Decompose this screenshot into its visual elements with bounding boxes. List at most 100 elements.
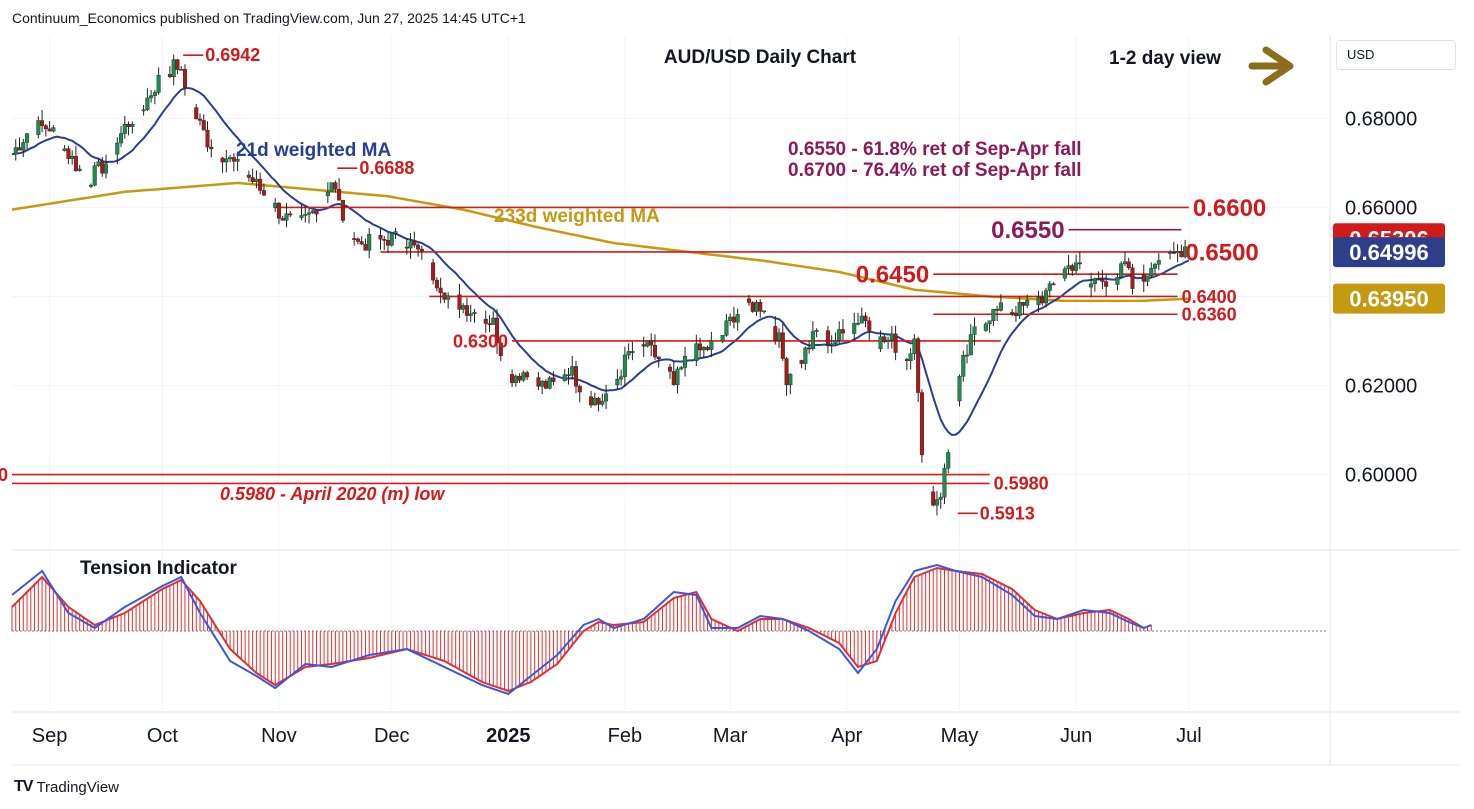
candle-body xyxy=(641,344,646,347)
candle-body xyxy=(1179,251,1184,258)
wma21-label: 21d weighted MA xyxy=(236,140,391,161)
candle-body xyxy=(88,184,93,187)
candle-body xyxy=(551,377,556,382)
tradingview-logo-icon: TV xyxy=(14,778,33,795)
candle-body xyxy=(40,120,45,126)
candle-body xyxy=(1047,283,1052,291)
candle-body xyxy=(1036,296,1041,306)
candle-body xyxy=(750,302,755,312)
candle-body xyxy=(1145,275,1150,282)
candle-body xyxy=(600,400,605,405)
extreme-label-0.6942: 0.6942 xyxy=(205,45,260,65)
candle-body xyxy=(1153,264,1158,269)
candle-body xyxy=(656,356,661,360)
candle-body xyxy=(325,191,330,196)
candle-body xyxy=(438,287,443,293)
candle-body xyxy=(307,212,312,215)
candle-body xyxy=(182,69,187,88)
candle-body xyxy=(807,347,812,350)
tension-slow-line xyxy=(11,566,1152,693)
x-tick-label: Dec xyxy=(374,725,410,747)
candle-body xyxy=(525,372,530,378)
candle-body xyxy=(73,156,78,171)
candle-body xyxy=(246,174,251,178)
candle-body xyxy=(724,320,729,336)
candle-body xyxy=(517,375,522,381)
candle-body xyxy=(472,312,477,314)
candle-body xyxy=(386,240,391,246)
candle-body xyxy=(329,182,334,193)
candle-body xyxy=(378,235,383,240)
candle-body xyxy=(1070,265,1075,271)
candle-body xyxy=(1149,268,1154,276)
candle-body xyxy=(284,213,289,221)
candle-body xyxy=(235,159,240,162)
candle-body xyxy=(983,323,988,331)
x-tick-label: 2025 xyxy=(486,725,531,747)
price-badge-bg xyxy=(1333,237,1445,268)
candle-body xyxy=(1040,296,1045,304)
candle-body xyxy=(393,231,398,234)
candle-body xyxy=(746,298,751,303)
candle-body xyxy=(675,368,680,385)
candle-body xyxy=(1051,283,1056,286)
candle-body xyxy=(1130,267,1135,289)
candle-body xyxy=(355,238,360,242)
x-tick-label: Oct xyxy=(147,725,179,747)
candle-body xyxy=(47,128,52,132)
candle-body xyxy=(942,467,947,498)
publisher-header: Continuum_Economics published on Trading… xyxy=(12,10,526,26)
tension-indicator-label: Tension Indicator xyxy=(80,558,238,579)
candle-body xyxy=(513,375,518,384)
candle-body xyxy=(103,163,108,174)
candle-body xyxy=(886,339,891,342)
candle-body xyxy=(946,452,951,469)
candle-body xyxy=(303,213,308,216)
level-label-0.6450: 0.6450 xyxy=(856,262,929,289)
candle-body xyxy=(968,334,973,356)
candle-body xyxy=(919,392,924,456)
candle-body xyxy=(228,157,233,160)
candle-body xyxy=(209,146,214,150)
candle-body xyxy=(622,354,627,377)
candle-body xyxy=(92,165,97,186)
candle-body xyxy=(141,109,146,112)
candle-body xyxy=(197,118,202,121)
candle-body xyxy=(352,238,357,240)
candle-body xyxy=(521,372,526,381)
x-tick-label: Jul xyxy=(1176,725,1202,747)
candle-body xyxy=(382,239,387,241)
candle-body xyxy=(938,496,943,500)
candle-body xyxy=(679,367,684,370)
level-label-0.6400: 0.6400 xyxy=(1182,287,1237,307)
candle-body xyxy=(562,374,567,381)
candle-body xyxy=(333,182,338,190)
candle-body xyxy=(1066,265,1071,269)
candle-body xyxy=(1115,276,1120,285)
candle-body xyxy=(468,313,473,316)
candle-body xyxy=(867,320,872,331)
candle-body xyxy=(434,279,439,289)
currency-selector[interactable]: USD xyxy=(1336,40,1456,70)
candle-body xyxy=(310,210,315,213)
candle-body xyxy=(1183,246,1188,258)
candle-body xyxy=(589,396,594,406)
candle-body xyxy=(825,330,830,345)
candle-body xyxy=(788,373,793,386)
candle-body xyxy=(652,345,657,358)
candle-body xyxy=(705,346,710,350)
candle-body xyxy=(810,331,815,350)
candle-body xyxy=(457,294,462,310)
candle-body xyxy=(987,320,992,325)
candle-body xyxy=(592,397,597,406)
candle-body xyxy=(254,178,259,182)
candle-body xyxy=(540,381,545,387)
candle-body xyxy=(51,127,56,132)
candle-body xyxy=(998,302,1003,311)
candle-body xyxy=(1092,278,1097,284)
candle-body xyxy=(833,340,838,344)
x-tick-label: Nov xyxy=(261,725,297,747)
candle-body xyxy=(1141,274,1146,282)
candle-body xyxy=(799,360,804,364)
candle-body xyxy=(1043,290,1048,304)
